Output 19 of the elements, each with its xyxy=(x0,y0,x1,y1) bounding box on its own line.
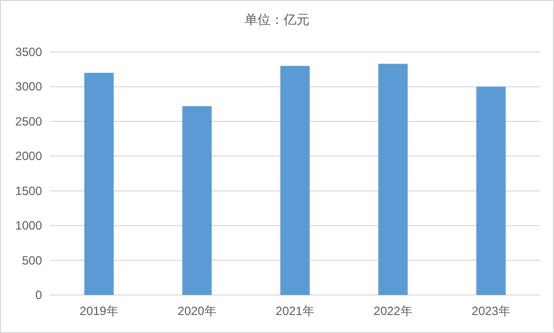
bar xyxy=(182,106,212,295)
x-tick-label: 2022年 xyxy=(374,304,412,318)
bar xyxy=(476,86,506,295)
x-tick-label: 2021年 xyxy=(276,304,314,318)
bar xyxy=(84,72,114,295)
x-tick-label: 2019年 xyxy=(80,304,118,318)
y-tick-label: 3500 xyxy=(15,45,42,59)
y-tick-label: 500 xyxy=(22,253,42,268)
y-tick-label: 1000 xyxy=(15,218,42,233)
x-tick-label: 2020年 xyxy=(178,304,216,318)
y-tick-label: 3000 xyxy=(15,80,42,94)
bar xyxy=(378,64,408,295)
y-tick-label: 2000 xyxy=(15,149,42,164)
y-tick-label: 0 xyxy=(35,288,42,302)
x-tick-label: 2023年 xyxy=(472,304,510,318)
y-tick-label: 2500 xyxy=(15,114,42,128)
y-tick-label: 1500 xyxy=(15,184,42,198)
bar xyxy=(280,66,310,295)
chart-title: 单位：亿元 xyxy=(244,12,310,27)
